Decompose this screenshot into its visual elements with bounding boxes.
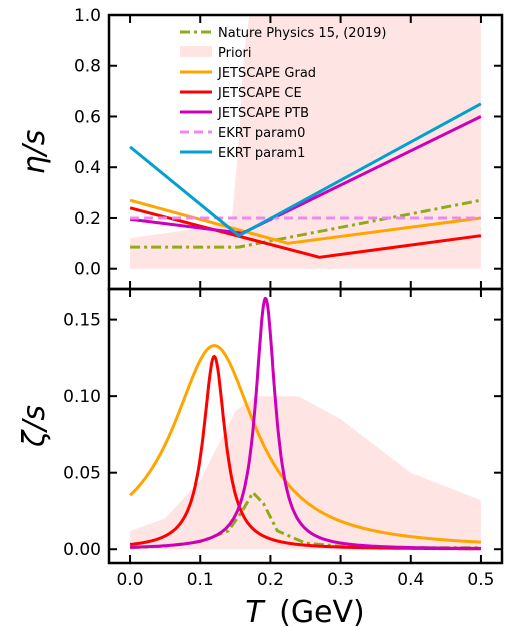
legend-item-nature-physics-15-2019: Nature Physics 15, (2019)	[180, 26, 386, 41]
bottom-priori-band	[130, 396, 481, 550]
legend-item-ekrt-param0: EKRT param0	[180, 126, 305, 141]
top-y-axis-label: η/s	[17, 130, 52, 175]
top-y-tick-label: 0.4	[74, 158, 101, 178]
legend-label: Priori	[218, 46, 251, 61]
legend-label: EKRT param0	[218, 126, 305, 141]
bottom-x-tick-label: 0.1	[187, 570, 214, 590]
legend: Nature Physics 15, (2019) Priori JETSCAPE …	[180, 26, 386, 161]
top-ticks: 0.0 0.2 0.4 0.6 0.8 1.0	[74, 6, 502, 289]
top-panel: 0.0 0.2 0.4 0.6 0.8 1.0 η/s Nature Physics 15…	[17, 6, 504, 291]
top-priori-band	[130, 15, 481, 269]
top-series-ekrt-param1	[129, 102, 482, 238]
bottom-series-jetscape-ptb	[129, 296, 482, 550]
bottom-series-jetscape-grad	[129, 344, 482, 544]
x-axis-symbol: T	[245, 595, 266, 628]
top-y-tick-label: 0.2	[74, 209, 101, 229]
bottom-priori-band-area	[130, 396, 481, 550]
bottom-axes-frame	[107, 287, 504, 565]
top-y-tick-label: 1.0	[74, 6, 101, 26]
legend-label: JETSCAPE PTB	[217, 106, 309, 121]
legend-item-priori: Priori	[180, 46, 251, 61]
bottom-y-tick-label: 0.05	[63, 464, 101, 484]
bottom-y-tick-label: 0.10	[63, 387, 101, 407]
bottom-x-tick-label: 0.3	[327, 570, 354, 590]
legend-label: Nature Physics 15, (2019)	[218, 26, 386, 41]
top-series-nature-physics-15-2019	[130, 198, 482, 249]
top-series-jetscape-ce	[129, 206, 482, 259]
top-priori-band-area	[130, 15, 481, 269]
legend-label: EKRT param1	[218, 146, 305, 161]
bottom-y-tick-label: 0.15	[63, 311, 101, 331]
legend-swatch	[180, 46, 212, 57]
bottom-y-axis-label: ζ/s	[17, 405, 52, 448]
legend-item-jetscape-ce: JETSCAPE CE	[180, 86, 302, 101]
legend-label: JETSCAPE Grad	[217, 66, 316, 81]
x-axis-unit: (GeV)	[279, 595, 365, 628]
legend-label: JETSCAPE CE	[217, 86, 302, 101]
bottom-panel: 0.00 0.05 0.10 0.15 0.0 0.1 0.2 0.3 0.4 0.5 ζ/s	[17, 287, 504, 590]
top-series-jetscape-grad	[129, 198, 482, 245]
bottom-x-tick-label: 0.2	[257, 570, 284, 590]
bottom-ticks: 0.00 0.05 0.10 0.15 0.0 0.1 0.2 0.3 0.4 0.5	[63, 289, 502, 590]
x-axis-label: T (GeV)	[245, 595, 365, 628]
bottom-y-tick-label: 0.00	[63, 540, 101, 560]
bottom-x-tick-label: 0.4	[397, 570, 424, 590]
legend-item-ekrt-param1: EKRT param1	[180, 146, 305, 161]
legend-item-jetscape-ptb: JETSCAPE PTB	[180, 106, 309, 121]
top-y-tick-label: 0.6	[74, 107, 101, 127]
bottom-x-tick-label: 0.5	[467, 570, 494, 590]
bottom-x-tick-label: 0.0	[117, 570, 144, 590]
top-series-group	[129, 102, 482, 259]
top-y-tick-label: 0.8	[74, 57, 101, 77]
legend-item-jetscape-grad: JETSCAPE Grad	[180, 66, 316, 81]
top-y-tick-label: 0.0	[74, 260, 101, 280]
bottom-series-group	[129, 296, 482, 551]
